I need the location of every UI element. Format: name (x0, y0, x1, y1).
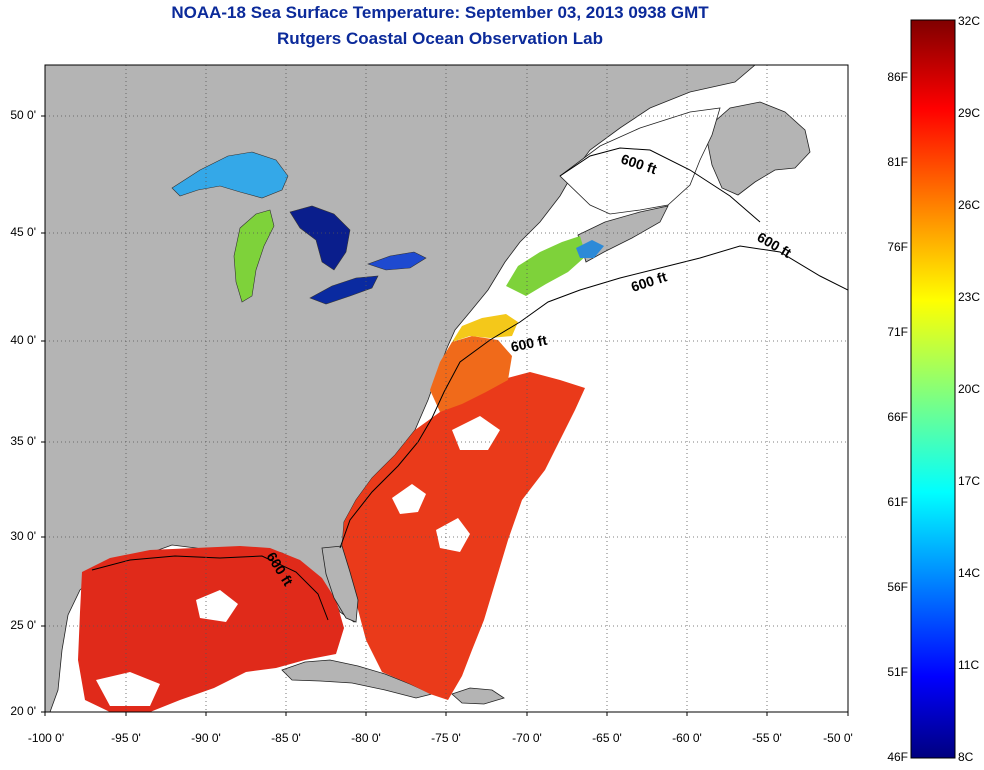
colorbar (910, 19, 956, 759)
colorbar-celsius-label: 17C (958, 474, 981, 488)
cloud-gap (96, 672, 160, 706)
isobath-600ft-gulf (91, 555, 329, 621)
gulf-of-mexico-sst (78, 546, 344, 712)
lon-tick-label: -60 0' (672, 731, 702, 745)
lon-tick-label: -55 0' (752, 731, 782, 745)
colorbar-celsius-label: 11C (958, 658, 980, 672)
lake-erie (309, 275, 379, 305)
lake-michigan (233, 209, 275, 303)
lon-tick-label: -85 0' (271, 731, 301, 745)
newfoundland (704, 101, 811, 196)
colorbar-fahrenheit-label: 86F (887, 70, 908, 84)
florida (321, 545, 359, 623)
colorbar-fahrenheit-label: 81F (887, 155, 908, 169)
lat-tick-label: 45 0' (10, 225, 36, 239)
colorbar-fahrenheit-label: 51F (887, 665, 908, 679)
mid-atlantic-sst (452, 314, 518, 342)
cloud-gap (392, 484, 426, 514)
isobath-600ft-stlawrence (559, 147, 761, 223)
cloud-gap (452, 416, 500, 450)
cloud-gap (196, 590, 238, 622)
isobath-600ft-atlantic (339, 245, 848, 549)
cloud-gap (436, 518, 470, 552)
colorbar-fahrenheit-label: 46F (887, 750, 908, 764)
lon-tick-label: -100 0' (27, 731, 65, 745)
lake-ontario (367, 251, 427, 271)
lat-tick-label: 20 0' (10, 704, 36, 718)
map-title: NOAA-18 Sea Surface Temperature: Septemb… (171, 3, 709, 22)
lat-tick-label: 25 0' (10, 618, 36, 632)
gulf-of-maine-sst (506, 236, 586, 296)
colorbar-celsius-label: 14C (958, 566, 981, 580)
lat-tick-label: 35 0' (10, 434, 36, 448)
colorbar-fahrenheit-label: 71F (887, 325, 908, 339)
lon-tick-label: -95 0' (111, 731, 141, 745)
colorbar-celsius-label: 8C (958, 750, 974, 764)
colorbar-fahrenheit-label: 61F (887, 495, 908, 509)
lat-tick-label: 40 0' (10, 333, 36, 347)
gulf-st-lawrence (559, 107, 721, 215)
bay-of-fundy-sst (576, 240, 604, 258)
isobath-label: 600 ft (509, 332, 548, 355)
lon-tick-label: -50 0' (823, 731, 853, 745)
lat-tick-label: 30 0' (10, 529, 36, 543)
axis-ticks (41, 115, 849, 716)
lake-superior (171, 151, 289, 199)
lat-tick-label: 50 0' (10, 108, 36, 122)
lon-tick-label: -90 0' (191, 731, 221, 745)
colorbar-celsius-label: 29C (958, 106, 981, 120)
lon-tick-label: -70 0' (512, 731, 542, 745)
colorbar-fahrenheit-label: 76F (887, 240, 908, 254)
colorbar-celsius-label: 26C (958, 198, 981, 212)
colorbar-celsius-label: 32C (958, 14, 981, 28)
hispaniola (451, 687, 505, 705)
colorbar-celsius-label: 20C (958, 382, 981, 396)
lon-tick-label: -65 0' (592, 731, 622, 745)
colorbar-celsius-label: 23C (958, 290, 981, 304)
map-subtitle: Rutgers Coastal Ocean Observation Lab (277, 29, 603, 48)
lon-tick-label: -75 0' (431, 731, 461, 745)
shelf-sst (430, 336, 512, 412)
colorbar-fahrenheit-label: 66F (887, 410, 908, 424)
lake-huron (289, 205, 351, 271)
lon-tick-label: -80 0' (351, 731, 381, 745)
colorbar-fahrenheit-label: 56F (887, 580, 908, 594)
